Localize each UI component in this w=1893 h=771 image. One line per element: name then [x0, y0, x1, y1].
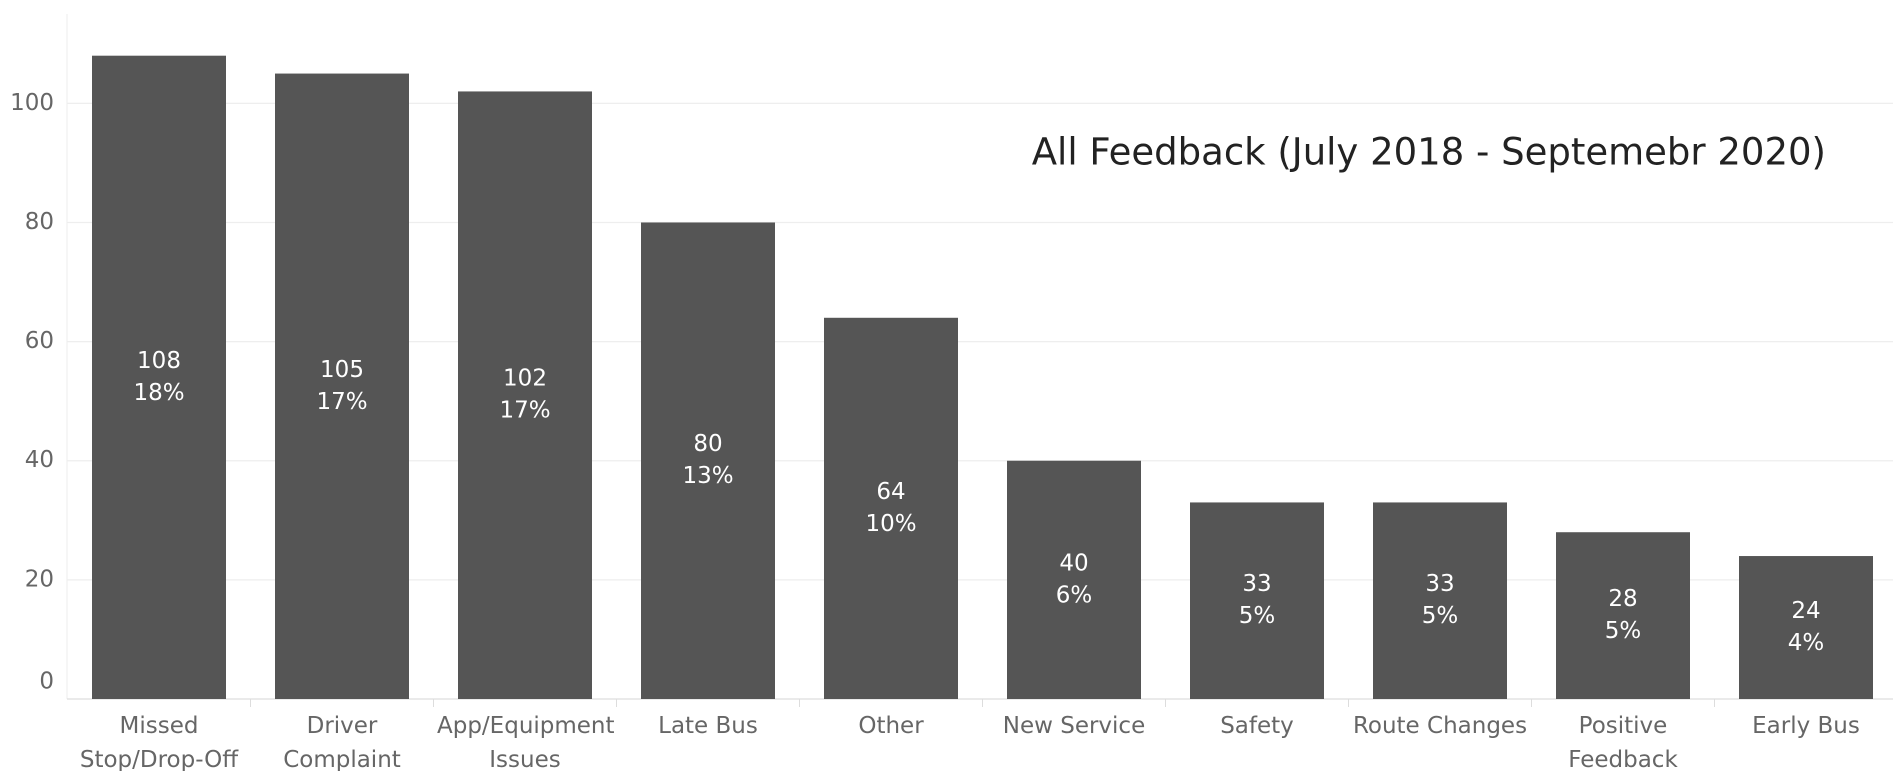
x-tick-label: App/Equipment Issues — [437, 713, 615, 771]
y-tick-label: 20 — [25, 566, 54, 592]
data-label: 102 — [503, 366, 547, 392]
percent-label: 5% — [1605, 618, 1642, 644]
data-label: 64 — [876, 479, 905, 505]
x-tick-label: New Service — [1002, 713, 1146, 739]
bar — [92, 55, 226, 699]
percent-label: 4% — [1788, 630, 1825, 656]
x-tick-label: Missed Stop/Drop-Off — [79, 713, 239, 771]
data-label: 80 — [693, 431, 722, 457]
chart-title: All Feedback (July 2018 - Septemebr 2020… — [1032, 131, 1826, 174]
data-label: 33 — [1425, 571, 1454, 597]
bar — [1373, 502, 1507, 699]
data-label: 40 — [1059, 550, 1088, 576]
bar — [1190, 502, 1324, 699]
y-tick-label: 0 — [39, 669, 54, 695]
bar — [824, 317, 958, 699]
percent-label: 6% — [1056, 582, 1093, 608]
y-tick-label: 40 — [25, 447, 54, 473]
y-tick-label: 80 — [25, 209, 54, 235]
bar — [458, 91, 592, 699]
percent-label: 5% — [1422, 603, 1459, 629]
percent-label: 10% — [865, 511, 916, 537]
data-label: 108 — [137, 348, 181, 374]
percent-label: 13% — [682, 463, 733, 489]
data-label: 24 — [1791, 598, 1820, 624]
x-tick-label: Late Bus — [658, 713, 758, 739]
data-label: 28 — [1608, 586, 1637, 612]
y-tick-label: 60 — [25, 328, 54, 354]
data-label: 33 — [1242, 571, 1271, 597]
x-tick-label: Route Changes — [1352, 713, 1528, 739]
y-tick-label: 100 — [10, 90, 54, 116]
bar — [641, 222, 775, 699]
percent-label: 5% — [1239, 603, 1276, 629]
bar — [1556, 532, 1690, 699]
bar — [1739, 556, 1873, 699]
percent-label: 17% — [499, 398, 550, 424]
bar — [1007, 460, 1141, 699]
x-tick-label: Early Bus — [1752, 713, 1860, 739]
x-tick-label: Safety — [1220, 713, 1294, 739]
x-tick-label: Other — [858, 713, 924, 739]
percent-label: 18% — [133, 380, 184, 406]
bar — [275, 73, 409, 700]
percent-label: 17% — [316, 389, 367, 415]
x-tick-label: Driver Complaint — [283, 713, 401, 771]
data-label: 105 — [320, 357, 364, 383]
x-tick-label: Positive Feedback — [1568, 713, 1678, 771]
